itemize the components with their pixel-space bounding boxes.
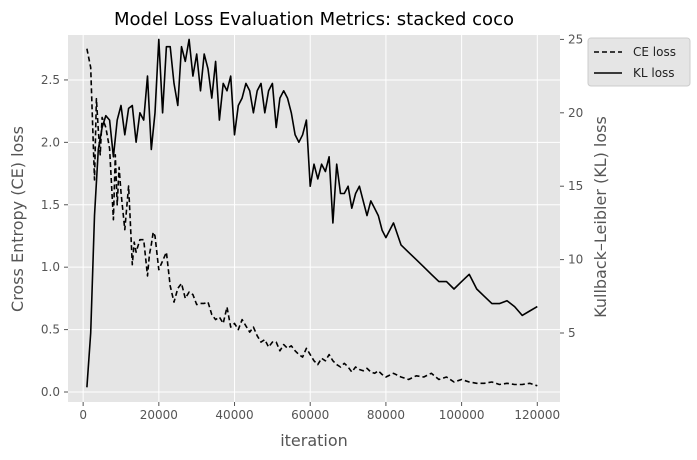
left-y-tick-label: 0.5: [41, 323, 60, 337]
series-layer: [86, 38, 538, 388]
x-tick-label: 100000: [439, 408, 485, 422]
left-y-axis-title: Cross Entropy (CE) loss: [8, 126, 27, 312]
left-y-tick-label: 2.0: [41, 135, 60, 149]
x-tick-label: 60000: [291, 408, 329, 422]
x-tick-label: 80000: [367, 408, 405, 422]
plot-area-background: [68, 35, 560, 402]
right-y-tick-label: 20: [568, 106, 583, 120]
right-y-tick-label: 5: [568, 326, 576, 340]
left-y-tick-label: 1.5: [41, 198, 60, 212]
left-y-tick-label: 1.0: [41, 260, 60, 274]
kl-loss-line: [86, 38, 538, 388]
left-y-tick-label: 2.5: [41, 73, 60, 87]
x-axis-title: iteration: [280, 431, 348, 450]
left-y-tick-label: 0.0: [41, 385, 60, 399]
left-y-axis-ticks: 0.0 0.5 1.0 1.5 2.0 2.5: [41, 73, 68, 399]
right-y-tick-label: 25: [568, 32, 583, 46]
chart-title: Model Loss Evaluation Metrics: stacked c…: [114, 9, 514, 30]
legend-box: [587, 37, 691, 87]
right-y-axis-ticks: 5 10 15 20 25: [560, 32, 583, 340]
right-y-tick-label: 15: [568, 179, 583, 193]
x-axis-ticks: 0 20000 40000 60000 80000 100000 120000: [79, 402, 560, 422]
right-y-tick-label: 10: [568, 253, 583, 267]
x-tick-label: 40000: [215, 408, 253, 422]
right-y-axis-title: Kullback–Leibler (KL) loss: [591, 116, 610, 318]
legend: CE loss KL loss: [587, 37, 691, 87]
x-tick-label: 120000: [514, 408, 560, 422]
grid-lines: [68, 35, 560, 402]
x-tick-label: 20000: [140, 408, 178, 422]
legend-kl-label: KL loss: [633, 66, 675, 80]
x-tick-label: 0: [79, 408, 87, 422]
ce-loss-line: [86, 48, 538, 387]
legend-ce-label: CE loss: [633, 45, 676, 59]
